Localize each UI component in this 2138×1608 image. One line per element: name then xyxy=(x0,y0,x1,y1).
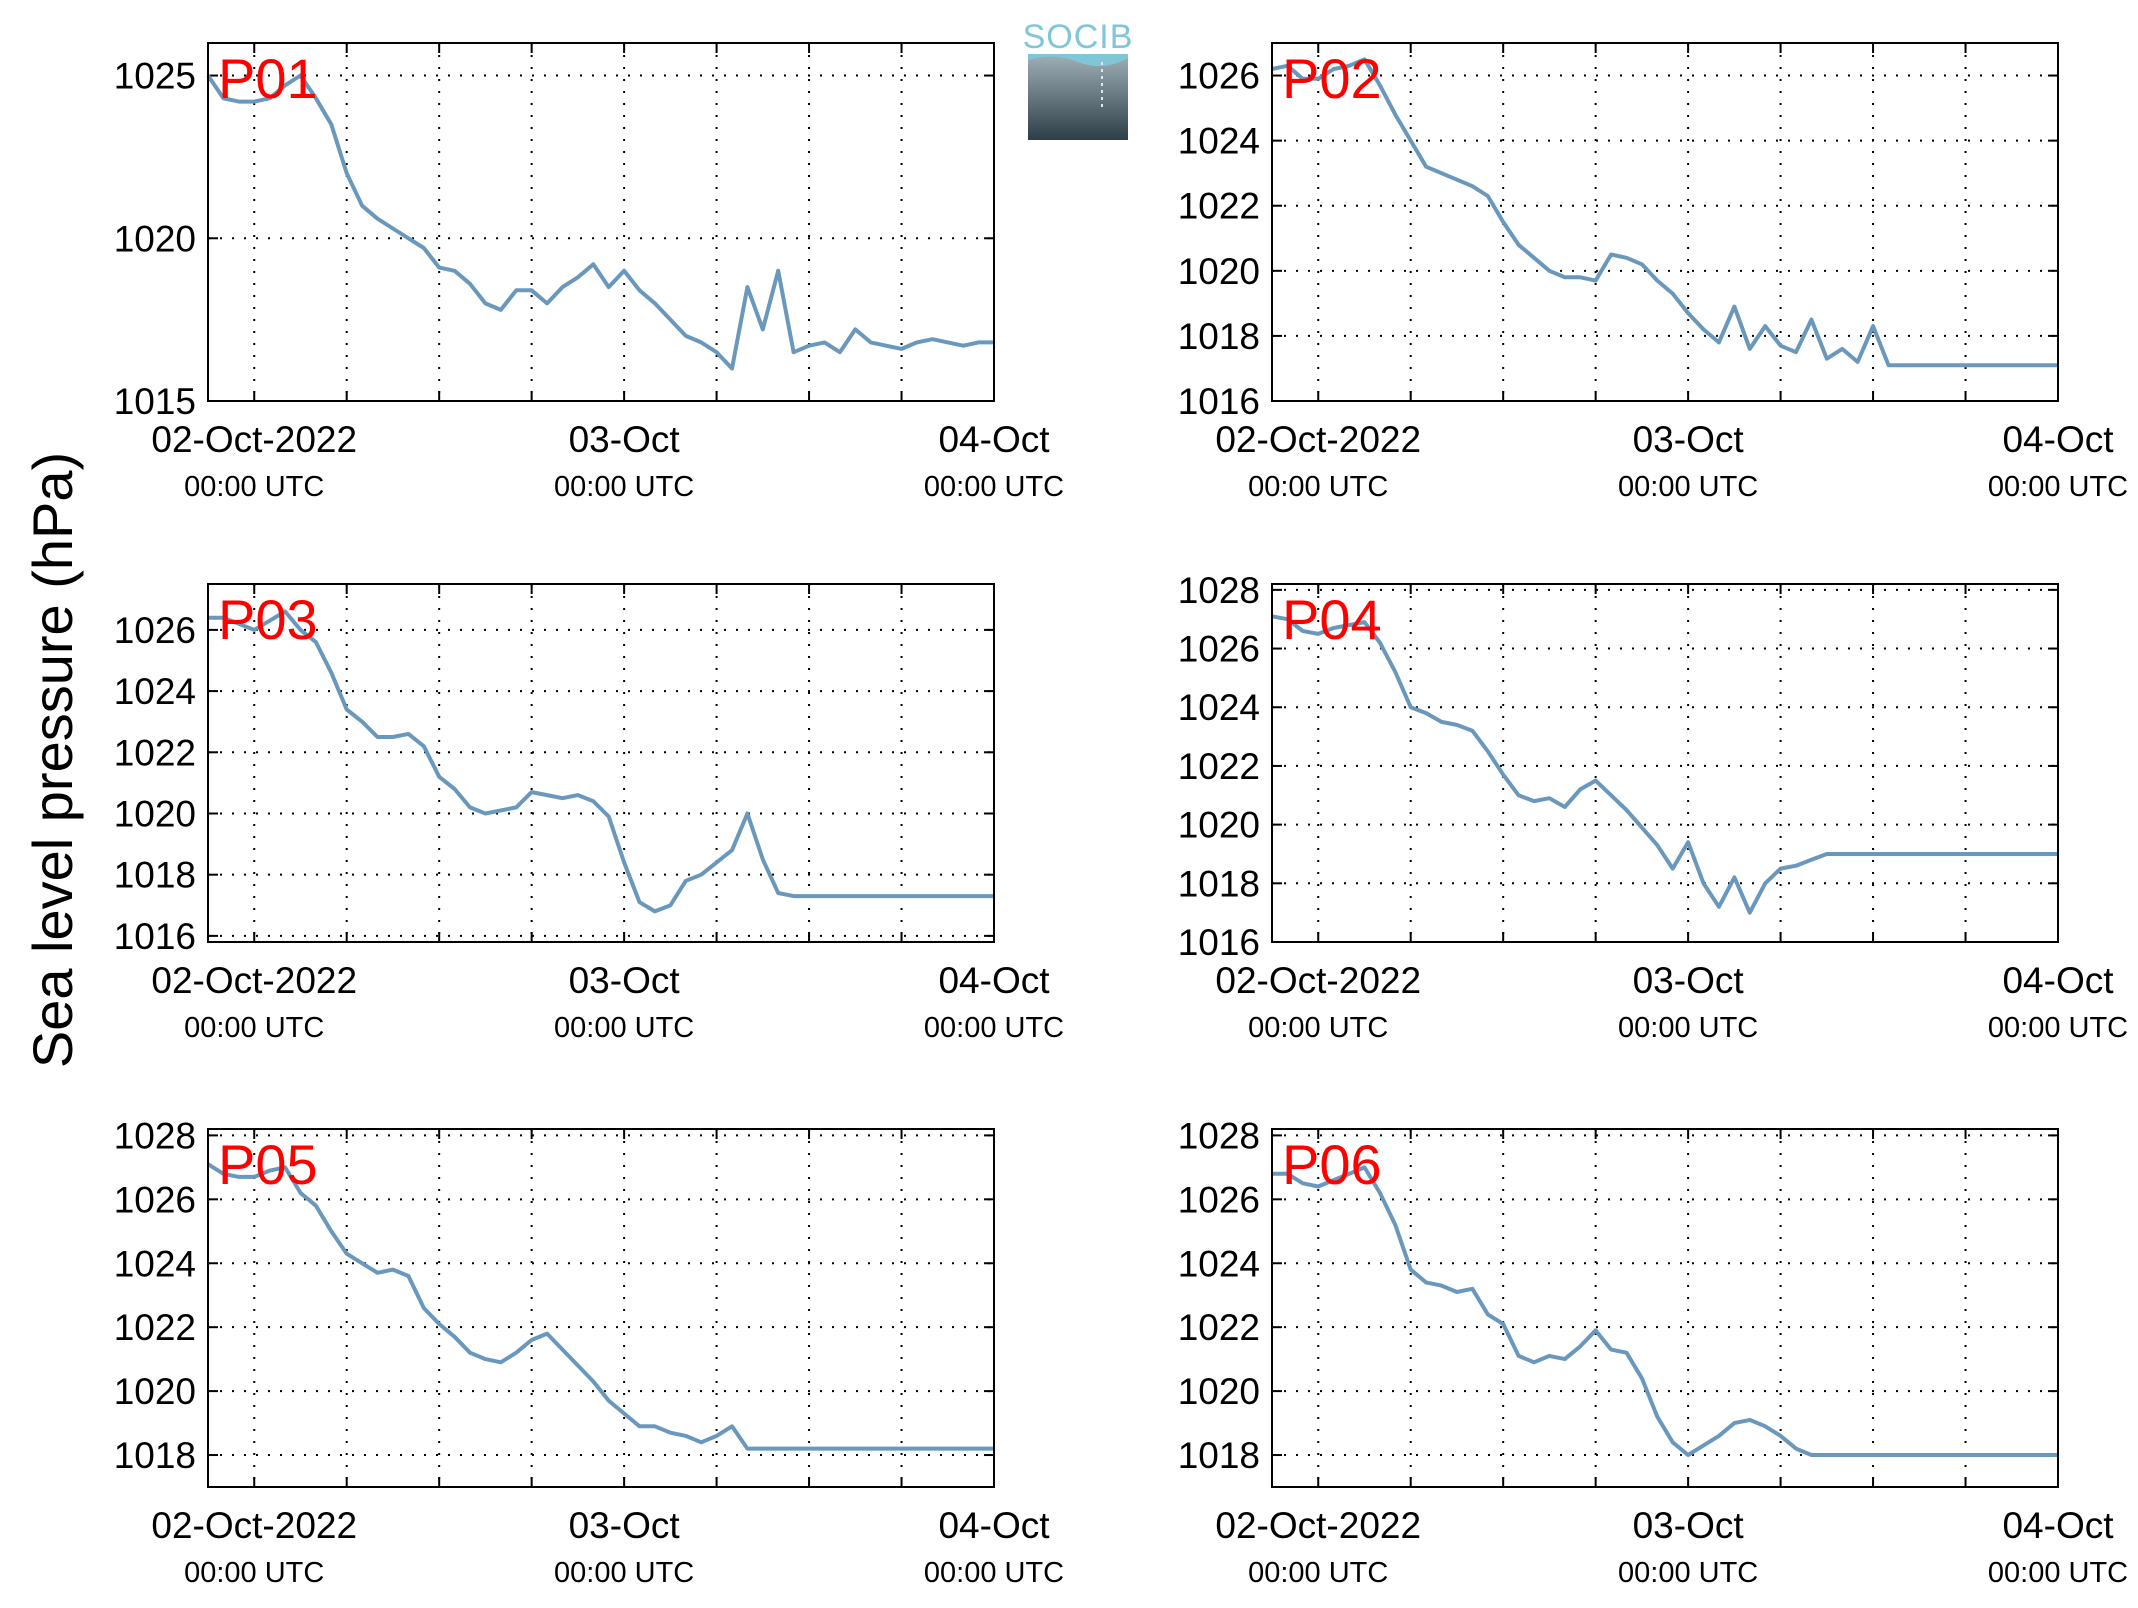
y-tick-label: 1020 xyxy=(1178,805,1260,846)
x-tick-label: 03-Oct xyxy=(569,419,681,460)
y-tick-label: 1028 xyxy=(1178,1115,1260,1156)
y-tick-label: 1015 xyxy=(114,381,196,422)
x-tick-sublabel: 00:00 UTC xyxy=(184,1557,324,1589)
y-tick-label: 1020 xyxy=(114,1371,196,1412)
x-tick-sublabel: 00:00 UTC xyxy=(184,471,324,503)
x-tick-sublabel: 00:00 UTC xyxy=(924,1557,1064,1589)
series-line-p05 xyxy=(206,1162,994,1451)
y-tick-label: 1016 xyxy=(1178,381,1260,422)
series-line-p01 xyxy=(206,73,994,371)
x-tick-sublabel: 00:00 UTC xyxy=(554,471,694,503)
panel-label: P06 xyxy=(1282,1133,1382,1196)
series-line-p02 xyxy=(1271,57,2058,368)
x-tick-sublabel: 00:00 UTC xyxy=(184,1012,324,1044)
y-tick-label: 1026 xyxy=(1178,629,1260,670)
x-tick-label: 03-Oct xyxy=(569,1505,681,1546)
x-tick-sublabel: 00:00 UTC xyxy=(924,471,1064,503)
x-tick-label: 04-Oct xyxy=(2002,1505,2114,1546)
y-tick-label: 1026 xyxy=(1178,1179,1260,1220)
x-tick-sublabel: 00:00 UTC xyxy=(1988,1557,2128,1589)
x-tick-label: 03-Oct xyxy=(569,960,681,1001)
y-tick-label: 1022 xyxy=(1178,1307,1260,1348)
x-tick-sublabel: 00:00 UTC xyxy=(1618,471,1758,503)
y-tick-label: 1026 xyxy=(114,610,196,651)
chart-panel-p03: 1016 1018 1020 1022 1024 1026 02-Oct-2022 00:00… xyxy=(114,583,1064,1044)
y-tick-label: 1018 xyxy=(1178,1435,1260,1476)
x-tick-label: 02-Oct-2022 xyxy=(151,419,357,460)
x-tick-sublabel: 00:00 UTC xyxy=(554,1557,694,1589)
panel-label: P05 xyxy=(218,1133,318,1196)
y-tick-label: 1016 xyxy=(114,916,196,957)
series-line-p03 xyxy=(208,609,994,914)
y-tick-label: 1026 xyxy=(1178,56,1260,97)
plot-frame xyxy=(1271,42,2059,402)
x-tick-label: 02-Oct-2022 xyxy=(1215,960,1421,1001)
y-tick-label: 1020 xyxy=(114,793,196,834)
plot-frame xyxy=(207,42,995,402)
y-tick-label: 1022 xyxy=(114,732,196,773)
y-tick-label: 1022 xyxy=(1178,746,1260,787)
series-line-p04 xyxy=(1271,614,2058,915)
x-tick-label: 03-Oct xyxy=(1633,419,1745,460)
x-tick-label: 03-Oct xyxy=(1633,960,1745,1001)
panel-label: P03 xyxy=(218,588,318,651)
plot-frame xyxy=(207,583,995,943)
y-tick-label: 1018 xyxy=(1178,316,1260,357)
x-tick-sublabel: 00:00 UTC xyxy=(1248,1557,1388,1589)
x-tick-sublabel: 00:00 UTC xyxy=(1618,1557,1758,1589)
x-tick-sublabel: 00:00 UTC xyxy=(924,1012,1064,1044)
x-tick-label: 04-Oct xyxy=(938,1505,1050,1546)
y-tick-label: 1018 xyxy=(1178,863,1260,904)
x-tick-label: 04-Oct xyxy=(938,960,1050,1001)
y-tick-label: 1024 xyxy=(114,671,196,712)
chart-panel-p02: 1016 1018 1020 1022 1024 1026 02-Oct-2022 00:00… xyxy=(1178,42,2128,503)
x-tick-sublabel: 00:00 UTC xyxy=(1988,471,2128,503)
x-tick-label: 04-Oct xyxy=(2002,960,2114,1001)
y-tick-label: 1020 xyxy=(1178,251,1260,292)
y-tick-label: 1024 xyxy=(1178,121,1260,162)
chart-panel-p01: 1015 1020 1025 02-Oct-2022 00:00 UTC 03-Oct 00… xyxy=(114,42,1064,503)
x-tick-label: 04-Oct xyxy=(2002,419,2114,460)
socib-logo: SOCIB xyxy=(1023,18,1134,140)
panel-label: P01 xyxy=(218,47,318,110)
y-tick-label: 1026 xyxy=(114,1179,196,1220)
x-tick-sublabel: 00:00 UTC xyxy=(1988,1012,2128,1044)
chart-panel-p05: 1018 1020 1022 1024 1026 1028 02-Oct-2022 00:00… xyxy=(114,1115,1064,1589)
y-axis-title: Sea level pressure (hPa) xyxy=(21,452,84,1068)
y-tick-label: 1024 xyxy=(1178,1243,1260,1284)
x-tick-sublabel: 00:00 UTC xyxy=(1618,1012,1758,1044)
x-tick-sublabel: 00:00 UTC xyxy=(1248,471,1388,503)
y-tick-label: 1022 xyxy=(1178,186,1260,227)
x-tick-label: 02-Oct-2022 xyxy=(1215,1505,1421,1546)
plot-frame xyxy=(1271,583,2059,943)
x-tick-label: 02-Oct-2022 xyxy=(151,960,357,1001)
plot-frame xyxy=(1271,1128,2059,1488)
y-tick-label: 1016 xyxy=(1178,922,1260,963)
y-tick-label: 1028 xyxy=(1178,570,1260,611)
y-tick-label: 1024 xyxy=(1178,687,1260,728)
y-tick-label: 1024 xyxy=(114,1243,196,1284)
x-tick-sublabel: 00:00 UTC xyxy=(1248,1012,1388,1044)
x-tick-label: 03-Oct xyxy=(1633,1505,1745,1546)
y-tick-label: 1025 xyxy=(114,56,196,97)
panel-label: P02 xyxy=(1282,47,1382,110)
y-tick-label: 1022 xyxy=(114,1307,196,1348)
chart-panel-p04: 1016 1018 1020 1022 1024 1026 1028 02-Oct-2022 0… xyxy=(1178,570,2128,1044)
y-tick-label: 1020 xyxy=(1178,1371,1260,1412)
plot-frame xyxy=(207,1128,995,1488)
y-tick-label: 1028 xyxy=(114,1115,196,1156)
x-tick-label: 04-Oct xyxy=(938,419,1050,460)
y-tick-label: 1020 xyxy=(114,218,196,259)
x-tick-sublabel: 00:00 UTC xyxy=(554,1012,694,1044)
x-tick-label: 02-Oct-2022 xyxy=(1215,419,1421,460)
y-tick-label: 1018 xyxy=(114,1435,196,1476)
panel-label: P04 xyxy=(1282,588,1382,651)
chart-panel-p06: 1018 1020 1022 1024 1026 1028 02-Oct-2022 00:00… xyxy=(1178,1115,2128,1589)
y-tick-label: 1018 xyxy=(114,855,196,896)
series-line-p06 xyxy=(1272,1165,2058,1457)
x-tick-label: 02-Oct-2022 xyxy=(151,1505,357,1546)
logo-text: SOCIB xyxy=(1023,18,1134,56)
